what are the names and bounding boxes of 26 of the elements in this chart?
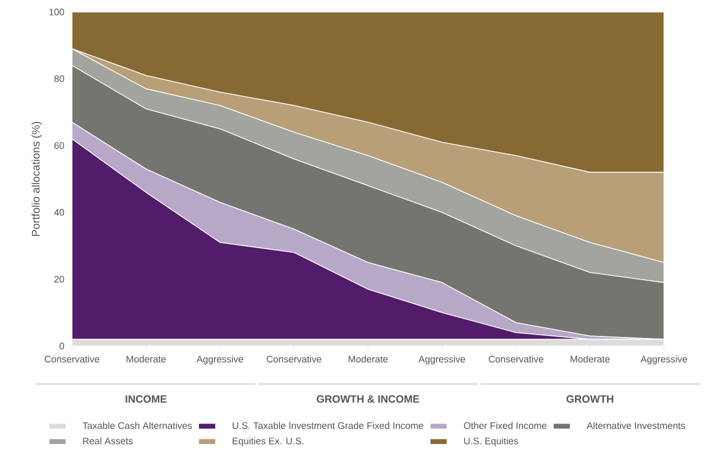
x-tick-label: Aggressive [640,356,688,364]
y-axis-title: Portfolio allocations (%) [32,122,42,236]
y-tick-label: 80 [54,75,64,82]
x-tick-label: Aggressive [418,356,466,364]
legend-label: Other Fixed Income [464,422,546,429]
text: GROWTH [566,395,614,403]
x-tick-label: Moderate [348,356,388,363]
x-tick-label: Aggressive [196,356,244,364]
y-tick-label: 0 [60,342,64,350]
x-tick-label: Conservative [44,356,100,363]
text: GROWTH & INCOME [316,395,420,403]
x-tick-label: Moderate [126,356,166,363]
legend-label: U.S. Equities [464,437,518,446]
legend-label: Equities Ex. U.S. [232,437,304,446]
y-tick-label: 60 [54,142,64,149]
legend-label: Alternative Investments [586,422,686,429]
x-tick-label: Moderate [570,356,610,363]
legend-label: Taxable Cash Alternatives [82,422,192,429]
y-tick-label: 40 [54,209,64,216]
y-tick-label: 20 [54,276,64,283]
legend-label: Real Assets [83,437,133,444]
x-tick-label: Conservative [266,356,322,363]
x-tick-label: Conservative [488,356,544,363]
y-tick-label: 100 [49,8,64,16]
text: INCOME [126,395,167,403]
legend-label: U.S. Taxable Investment Grade Fixed Income [232,422,424,429]
